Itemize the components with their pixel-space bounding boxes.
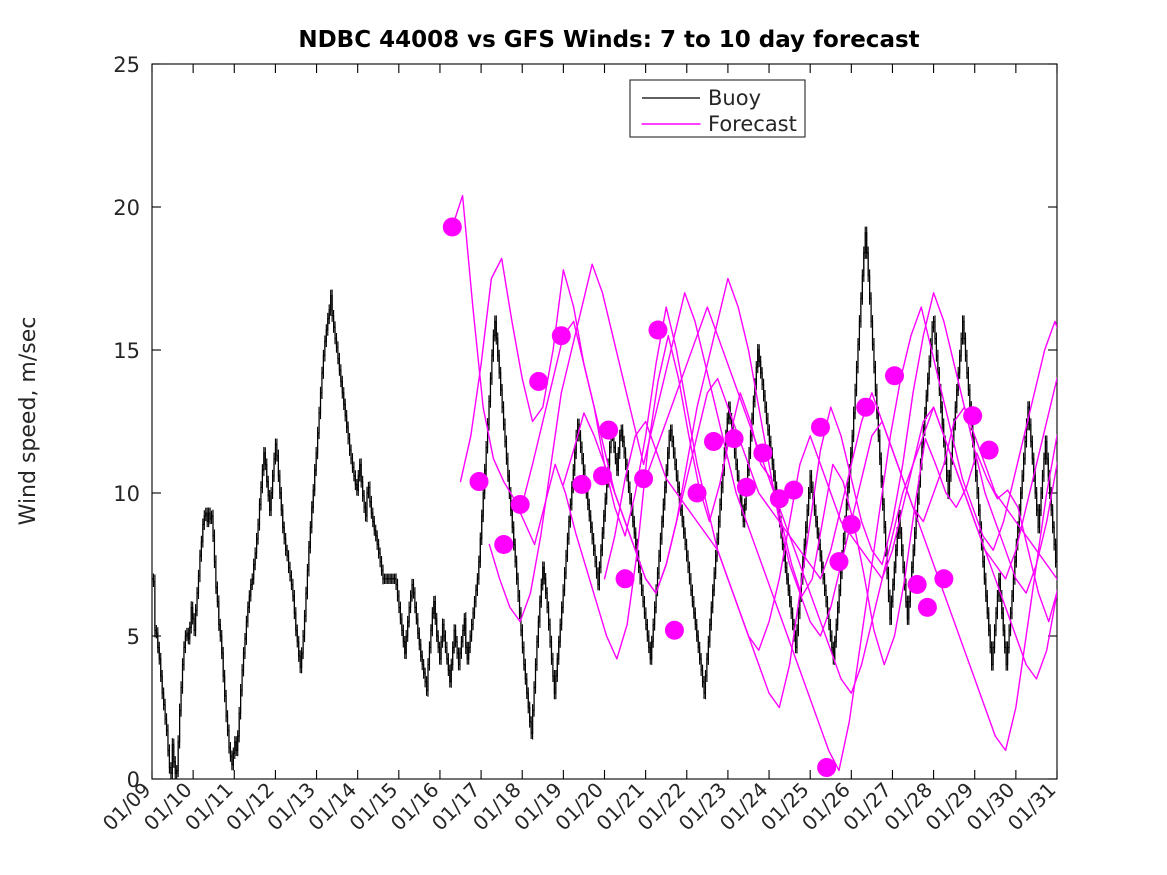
y-axis-ticks: 0 5 10 15 20 25 (113, 53, 1057, 792)
forecast-marker-9 (615, 569, 635, 589)
forecast-marker-21 (817, 758, 837, 778)
forecast-marker-3 (510, 494, 530, 514)
forecast-trace-4 (562, 377, 1057, 752)
forecast-marker-2 (494, 534, 514, 554)
forecast-marker-14 (704, 432, 724, 452)
forecast-marker-10 (634, 469, 654, 489)
forecast-trace-2 (488, 263, 1057, 772)
forecast-marker-28 (934, 569, 954, 589)
page-title: NDBC 44008 vs GFS Winds: 7 to 10 day for… (298, 27, 919, 53)
buoy-subhour-variability (152, 226, 1057, 779)
forecast-trace-1 (459, 257, 1057, 709)
forecast-marker-27 (917, 597, 937, 617)
forecast-marker-20 (810, 417, 830, 437)
forecast-marker-30 (979, 440, 999, 460)
legend-box (629, 79, 806, 138)
forecast-marker-15 (724, 429, 744, 449)
forecast-marker-0 (442, 217, 462, 237)
forecast-marker-23 (841, 514, 861, 534)
y-tick-label: 25 (113, 53, 140, 77)
forecast-marker-22 (829, 552, 849, 572)
forecast-marker-1 (469, 472, 489, 492)
forecast-series (451, 194, 1057, 772)
forecast-marker-7 (592, 466, 612, 486)
forecast-marker-11 (648, 320, 668, 340)
forecast-marker-25 (885, 366, 905, 386)
y-tick-label: 15 (113, 339, 140, 363)
legend-entry-forecast[interactable]: Forecast (641, 112, 797, 136)
forecast-marker-16 (736, 477, 756, 497)
y-axis-label: Wind speed, m/sec (16, 317, 41, 526)
forecast-trace-6 (644, 306, 1057, 694)
forecast-markers (442, 217, 999, 778)
forecast-marker-4 (529, 371, 549, 391)
y-tick-label: 10 (113, 482, 140, 506)
forecast-marker-8 (599, 420, 619, 440)
forecast-marker-13 (687, 483, 707, 503)
series-layer (152, 194, 1057, 779)
forecast-marker-18 (769, 489, 789, 509)
legend-entry-buoy[interactable]: Buoy (642, 86, 761, 110)
forecast-marker-24 (856, 397, 876, 417)
forecast-marker-5 (551, 326, 571, 346)
forecast-marker-19 (784, 480, 804, 500)
y-tick-label: 20 (113, 196, 140, 220)
forecast-marker-29 (963, 406, 983, 426)
legend[interactable]: Buoy Forecast (629, 79, 806, 138)
forecast-trace-5 (603, 406, 1057, 680)
forecast-trace-0 (451, 194, 1057, 666)
forecast-marker-26 (907, 575, 927, 595)
forecast-marker-17 (753, 443, 773, 463)
forecast-marker-12 (664, 620, 684, 640)
forecast-marker-6 (572, 474, 592, 494)
legend-label-buoy: Buoy (708, 86, 761, 110)
legend-label-forecast: Forecast (708, 112, 797, 136)
y-tick-label: 0 (127, 768, 140, 792)
y-tick-label: 5 (127, 625, 140, 649)
